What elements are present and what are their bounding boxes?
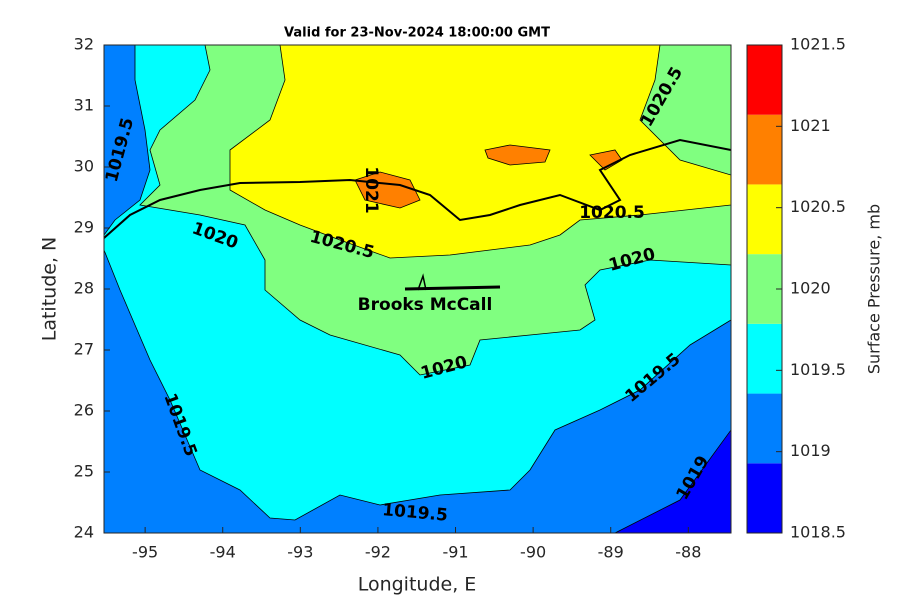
colorbar-label: Surface Pressure, mb <box>865 204 884 374</box>
x-label: Longitude, E <box>358 574 477 596</box>
y-tick-label: 31 <box>74 96 94 115</box>
region <box>614 429 731 533</box>
x-tick-label: -88 <box>675 543 701 562</box>
colorbar-tick-label: 1020 <box>790 279 831 298</box>
colorbar-band <box>747 323 782 394</box>
colorbar-tick-label: 1019.5 <box>790 360 846 379</box>
colorbar-tick-label: 1020.5 <box>790 197 846 216</box>
y-tick-label: 24 <box>74 523 94 542</box>
region <box>484 144 551 166</box>
platform <box>404 285 501 291</box>
colorbar-tick-label: 1019 <box>790 441 831 460</box>
colorbar-band <box>747 463 782 533</box>
platform-icon <box>417 273 427 291</box>
x-tick-label: -95 <box>132 543 158 562</box>
title: Valid for 23-Nov-2024 18:00:00 GMT <box>284 26 550 41</box>
y-tick-label: 30 <box>74 157 94 176</box>
y-tick-label: 29 <box>74 218 94 237</box>
contour-label: 1021 <box>361 166 381 213</box>
y-tick-label: 32 <box>74 35 94 54</box>
contour-label: 1020.5 <box>579 203 645 223</box>
colorbar-band <box>747 114 782 185</box>
x-tick-label: -93 <box>287 543 313 562</box>
region <box>354 171 421 209</box>
site-label: Brooks McCall <box>358 295 493 315</box>
colorbar-tick-label: 1021.5 <box>790 35 846 54</box>
x-tick-label: -89 <box>598 543 624 562</box>
coastline <box>104 138 731 239</box>
region <box>229 45 731 259</box>
x-tick-label: -90 <box>520 543 546 562</box>
y-tick-label: 25 <box>74 462 94 481</box>
y-tick-label: 28 <box>74 279 94 298</box>
colorbar-band <box>747 184 782 255</box>
colorbar-band <box>747 393 782 464</box>
x-tick-label: -91 <box>442 543 468 562</box>
colorbar-band <box>747 45 782 115</box>
y-tick-label: 27 <box>74 340 94 359</box>
y-label: Latitude, N <box>39 237 61 342</box>
x-tick-label: -94 <box>210 543 236 562</box>
y-tick-label: 26 <box>74 401 94 420</box>
x-tick-label: -92 <box>365 543 391 562</box>
map <box>104 45 731 533</box>
colorbar-tick-label: 1018.5 <box>790 523 846 542</box>
colorbar-tick-label: 1021 <box>790 116 831 135</box>
